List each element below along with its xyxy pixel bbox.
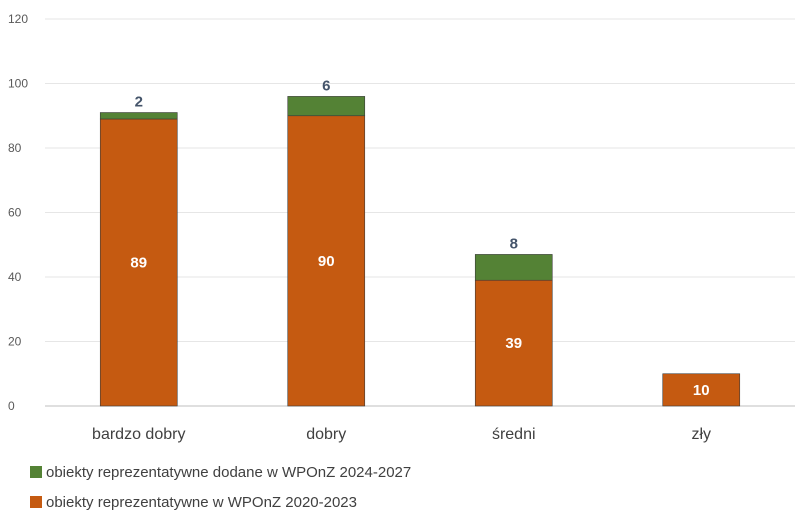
x-category-label: średni (492, 426, 536, 443)
legend-item-added: obiekty reprezentatywne dodane w WPOnZ 2… (30, 460, 411, 484)
data-label-base: 89 (130, 254, 147, 271)
y-tick-label: 80 (8, 141, 22, 155)
y-tick-label: 120 (8, 12, 28, 26)
data-label-added: 6 (322, 77, 330, 94)
legend-item-base: obiekty reprezentatywne w WPOnZ 2020-202… (30, 490, 411, 514)
y-tick-label: 60 (8, 206, 22, 220)
bar-segment-base (474, 279, 553, 407)
legend-label-added: obiekty reprezentatywne dodane w WPOnZ 2… (46, 463, 412, 481)
legend: obiekty reprezentatywne dodane w WPOnZ 2… (30, 460, 411, 520)
data-label-added: 8 (510, 235, 518, 252)
bar-segment-added (474, 254, 553, 281)
data-label-base: 90 (318, 253, 335, 270)
legend-label-base: obiekty reprezentatywne w WPOnZ 2020-202… (46, 493, 357, 511)
y-tick-label: 40 (8, 270, 22, 284)
bar-segment-base (662, 373, 741, 407)
x-category-label: bardzo dobry (92, 426, 185, 443)
y-axis-ticks: 0 20 40 60 80 100 120 (8, 12, 28, 413)
x-category-label: dobry (306, 426, 346, 443)
legend-swatch-green (30, 466, 42, 478)
data-label-added: 2 (135, 94, 143, 111)
x-category-label: zły (691, 426, 711, 443)
bar-segment-added (287, 96, 366, 117)
y-tick-label: 100 (8, 77, 28, 91)
data-label-base: 39 (505, 335, 522, 352)
legend-swatch-orange (30, 496, 42, 508)
bar-segment-base (287, 115, 366, 407)
y-tick-label: 20 (8, 335, 22, 349)
y-tick-label: 0 (8, 399, 15, 413)
bar-segment-added (99, 112, 178, 120)
bars: 89 2 90 6 39 8 10 (99, 77, 741, 407)
x-axis-categories: bardzo dobry dobry średni zły (92, 426, 711, 443)
stacked-bar-chart: 0 20 40 60 80 100 120 89 2 90 6 39 8 10 bardzo dobry… (8, 12, 795, 443)
data-label-base: 10 (693, 382, 710, 399)
bar-segment-base (99, 118, 178, 407)
